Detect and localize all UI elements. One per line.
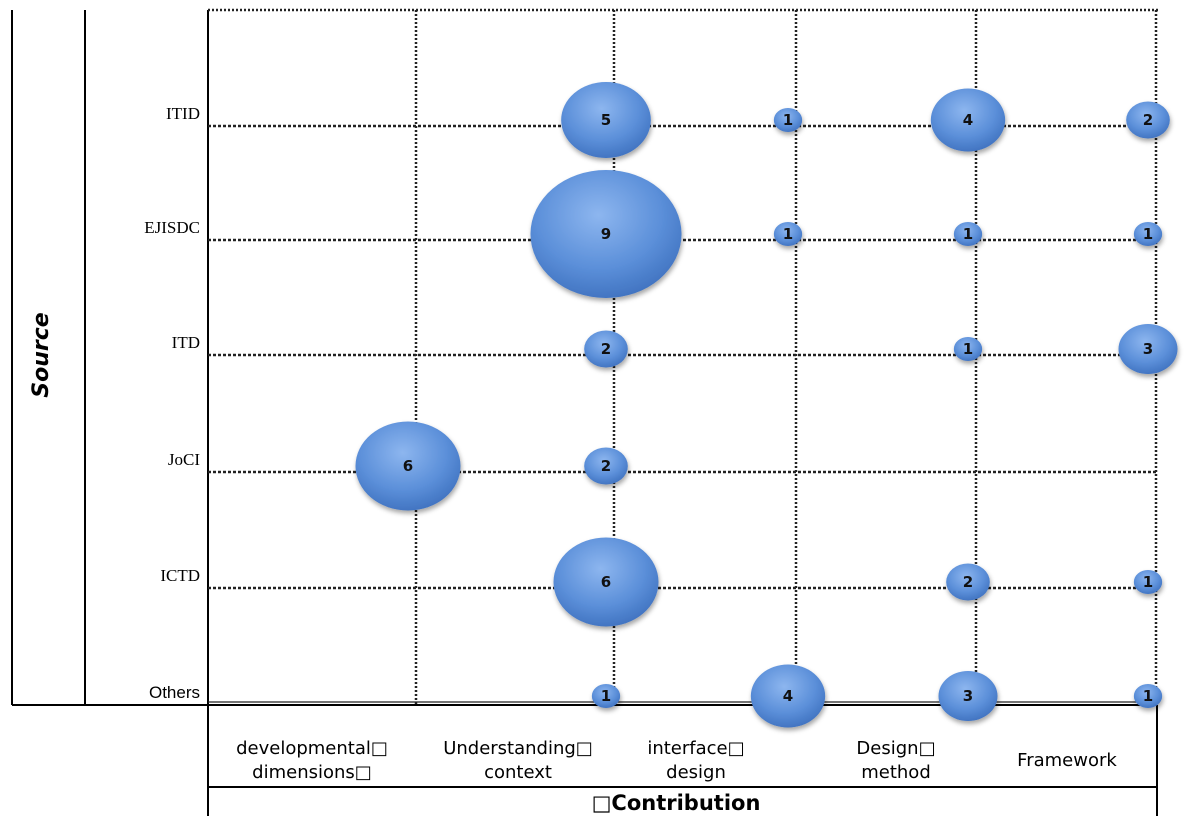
bubble-marker xyxy=(591,684,621,708)
bubble-value-label: 1 xyxy=(601,687,611,705)
column-labels: developmental□ dimensions□ Understanding□ c… xyxy=(236,738,1117,783)
bubble-value-label: 3 xyxy=(1143,340,1153,358)
bubble: 2 xyxy=(584,330,628,368)
bubble-marker xyxy=(953,337,983,361)
bubble-value-label: 1 xyxy=(1143,225,1153,243)
bubble-marker xyxy=(1133,684,1163,708)
bubble-value-label: 1 xyxy=(963,225,973,243)
row-label: ICTD xyxy=(160,566,200,585)
bubble: 1 xyxy=(773,222,803,246)
row-label: JoCI xyxy=(168,450,200,469)
bubble-marker xyxy=(584,330,628,368)
column-label: dimensions□ xyxy=(252,762,372,783)
grid-lines xyxy=(208,8,1158,705)
bubble-marker xyxy=(930,88,1006,152)
bubble-marker xyxy=(584,447,628,485)
frame xyxy=(11,10,1158,816)
row-label: ITID xyxy=(166,104,200,123)
bubble-value-label: 6 xyxy=(403,457,413,475)
bubble: 2 xyxy=(584,447,628,485)
bubble-value-label: 1 xyxy=(963,340,973,358)
bubble: 4 xyxy=(930,88,1006,152)
bubble-marker xyxy=(1133,222,1163,246)
bubble: 2 xyxy=(1126,101,1170,139)
bubble: 3 xyxy=(1118,324,1178,374)
bubble: 1 xyxy=(1133,684,1163,708)
column-label: Design□ xyxy=(856,738,935,759)
bubble-marker xyxy=(946,563,990,601)
row-label: EJISDC xyxy=(144,218,200,237)
bubble-value-label: 4 xyxy=(783,687,793,705)
column-label: Framework xyxy=(1017,750,1117,771)
bubble-value-label: 9 xyxy=(601,225,611,243)
bubble-marker xyxy=(773,108,803,132)
row-label: Others xyxy=(149,683,200,702)
bubble-value-label: 2 xyxy=(601,457,611,475)
bubble-marker xyxy=(953,222,983,246)
y-axis-title: Source xyxy=(29,312,54,398)
bubble: 1 xyxy=(953,337,983,361)
bubble-marker xyxy=(530,170,682,298)
column-label: Understanding□ xyxy=(443,738,593,759)
bubble-marker xyxy=(1133,570,1163,594)
bubble-marker xyxy=(355,421,461,511)
bubble-marker xyxy=(750,664,826,728)
bubble-value-label: 1 xyxy=(1143,687,1153,705)
bubble: 6 xyxy=(355,421,461,511)
bubble: 1 xyxy=(953,222,983,246)
bubble: 3 xyxy=(938,671,998,721)
bubble: 1 xyxy=(1133,222,1163,246)
bubble: 6 xyxy=(553,537,659,627)
column-label: interface□ xyxy=(647,738,744,759)
bubble-marker xyxy=(773,222,803,246)
bubble-value-label: 4 xyxy=(963,111,973,129)
bubble-marker xyxy=(1118,324,1178,374)
bubble: 9 xyxy=(530,170,682,298)
bubble: 1 xyxy=(773,108,803,132)
bubble-value-label: 3 xyxy=(963,687,973,705)
column-label: method xyxy=(861,762,931,783)
column-label: design xyxy=(666,762,726,783)
bubble: 1 xyxy=(591,684,621,708)
x-axis-title: □Contribution xyxy=(592,791,761,815)
bubble: 2 xyxy=(946,563,990,601)
bubble-value-label: 2 xyxy=(963,573,973,591)
bubble-value-label: 1 xyxy=(783,111,793,129)
bubbles: 5 1 4 2 9 1 1 1 2 1 3 6 2 6 2 1 1 4 3 1 xyxy=(355,82,1178,728)
column-label: context xyxy=(484,762,552,783)
bubble-value-label: 2 xyxy=(1143,111,1153,129)
column-label: developmental□ xyxy=(236,738,388,759)
bubble-value-label: 6 xyxy=(601,573,611,591)
bubble-value-label: 5 xyxy=(601,111,611,129)
bubble-marker xyxy=(1126,101,1170,139)
bubble-value-label: 1 xyxy=(783,225,793,243)
bubble: 4 xyxy=(750,664,826,728)
bubble-value-label: 1 xyxy=(1143,573,1153,591)
bubble: 5 xyxy=(561,82,651,158)
bubble: 1 xyxy=(1133,570,1163,594)
bubble-value-label: 2 xyxy=(601,340,611,358)
row-labels: ITID EJISDC ITD JoCI ICTD Others xyxy=(144,104,200,702)
bubble-marker xyxy=(938,671,998,721)
row-label: ITD xyxy=(172,333,200,352)
bubble-marker xyxy=(561,82,651,158)
bubble-marker xyxy=(553,537,659,627)
